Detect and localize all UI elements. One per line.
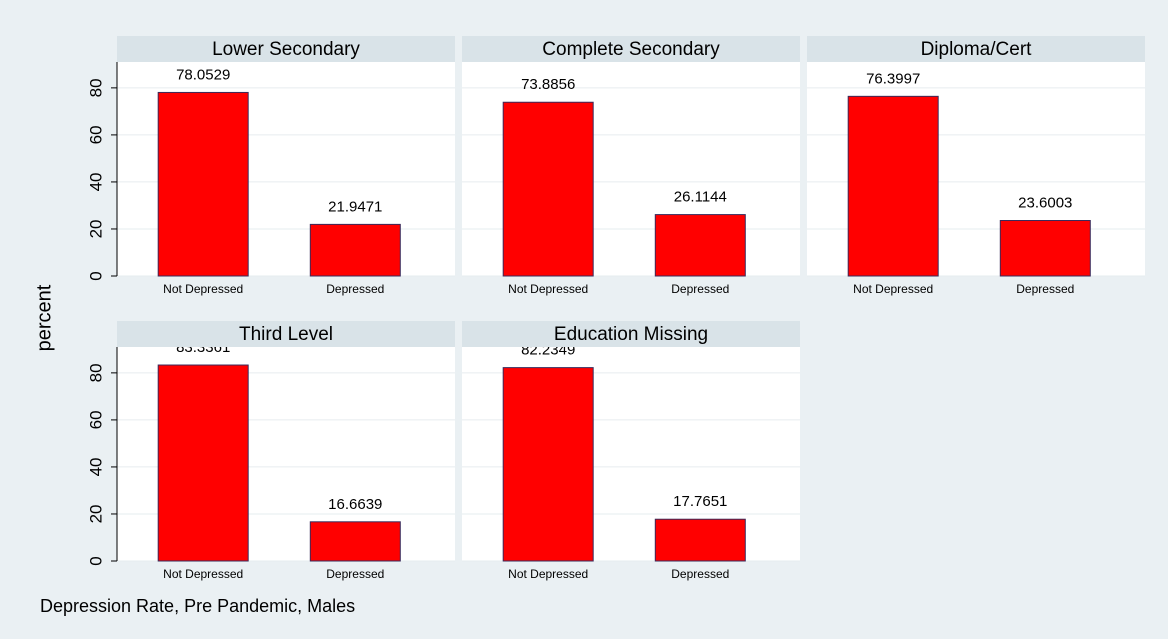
data-label: 78.0529 bbox=[176, 66, 230, 83]
y-tick-label: 40 bbox=[86, 457, 105, 476]
x-tick-label: Not Depressed bbox=[508, 282, 588, 296]
panel-title: Lower Secondary bbox=[212, 39, 360, 60]
note: Depression Rate, Pre Pandemic, Males bbox=[40, 596, 355, 616]
data-label: 82.2349 bbox=[521, 342, 575, 359]
y-axis-label: percent bbox=[33, 284, 55, 351]
data-label: 16.6639 bbox=[328, 496, 382, 513]
x-tick-label: Depressed bbox=[671, 567, 729, 581]
x-tick-label: Not Depressed bbox=[508, 567, 588, 581]
x-tick-label: Depressed bbox=[671, 282, 729, 296]
panel-title: Third Level bbox=[239, 324, 333, 345]
x-tick-label: Not Depressed bbox=[163, 567, 243, 581]
x-tick-label: Depressed bbox=[1016, 282, 1074, 296]
data-label: 76.3997 bbox=[866, 70, 920, 87]
y-tick-label: 0 bbox=[86, 556, 105, 565]
panel-strip bbox=[462, 36, 800, 62]
panel-strip bbox=[117, 321, 455, 347]
bar bbox=[309, 223, 401, 277]
y-tick-label: 0 bbox=[86, 271, 105, 280]
x-tick-label: Depressed bbox=[326, 567, 384, 581]
bar bbox=[502, 367, 594, 562]
bar bbox=[654, 214, 746, 277]
data-label: 26.1144 bbox=[674, 189, 727, 206]
panel-strip bbox=[462, 321, 800, 347]
y-tick-label: 20 bbox=[86, 220, 105, 239]
panel-strip bbox=[117, 36, 455, 62]
bar bbox=[502, 101, 594, 277]
y-tick-label: 40 bbox=[86, 172, 105, 191]
data-label: 83.3361 bbox=[176, 339, 230, 356]
y-tick-label: 80 bbox=[86, 78, 105, 97]
panel-title: Complete Secondary bbox=[542, 39, 720, 60]
panel-strip bbox=[807, 36, 1145, 62]
x-tick-label: Not Depressed bbox=[163, 282, 243, 296]
bar bbox=[157, 91, 249, 277]
data-label: 21.9471 bbox=[328, 198, 382, 215]
data-label: 73.8856 bbox=[521, 76, 575, 93]
y-tick-label: 80 bbox=[86, 363, 105, 382]
x-tick-label: Depressed bbox=[326, 282, 384, 296]
data-label: 17.7651 bbox=[673, 493, 727, 510]
panel-title: Diploma/Cert bbox=[921, 39, 1033, 60]
bar bbox=[999, 220, 1091, 277]
bar bbox=[157, 364, 249, 562]
y-tick-label: 60 bbox=[86, 125, 105, 144]
y-tick-label: 20 bbox=[86, 505, 105, 524]
data-label: 23.6003 bbox=[1018, 194, 1072, 211]
panel-title: Education Missing bbox=[554, 324, 708, 345]
bar bbox=[847, 95, 939, 277]
bar bbox=[309, 521, 401, 562]
x-tick-label: Not Depressed bbox=[853, 282, 933, 296]
y-tick-label: 60 bbox=[86, 410, 105, 429]
bar bbox=[654, 518, 746, 562]
